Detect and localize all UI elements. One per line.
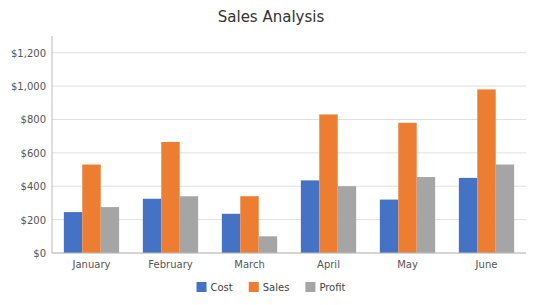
legend-swatch	[249, 282, 259, 292]
bar	[259, 236, 277, 253]
x-tick-label: March	[234, 259, 264, 270]
y-tick-label: $200	[21, 215, 46, 226]
bar	[496, 165, 514, 253]
y-tick-label: $1,200	[11, 48, 46, 59]
grid-line	[52, 219, 526, 220]
bar	[417, 177, 435, 253]
y-tick-label: $0	[33, 248, 46, 259]
y-tick-label: $1,000	[11, 81, 46, 92]
grid-line	[52, 86, 526, 87]
bar	[319, 114, 337, 253]
x-tick-label: June	[475, 259, 498, 270]
y-tick-label: $600	[21, 148, 46, 159]
y-tick-label: $400	[21, 181, 46, 192]
bar	[477, 89, 495, 253]
bars	[64, 89, 514, 253]
legend-swatch	[197, 282, 207, 292]
legend-label: Cost	[211, 282, 233, 293]
bar	[459, 178, 477, 253]
bar	[338, 186, 356, 253]
grid-line	[52, 52, 526, 53]
bar	[161, 142, 179, 253]
legend-label: Profit	[319, 282, 345, 293]
title: Sales Analysis	[218, 8, 325, 26]
grid-line	[52, 119, 526, 120]
legend-swatch	[305, 282, 315, 292]
y-axis-line	[52, 36, 53, 253]
bar	[380, 200, 398, 253]
x-tick-label: May	[397, 259, 418, 270]
grid-line	[52, 152, 526, 153]
bar	[301, 180, 319, 253]
bar	[64, 212, 82, 253]
bar	[82, 165, 100, 253]
chart: Sales Analysis $0 $200 $400 $600 $800 $1,000 $1…	[0, 0, 542, 305]
x-tick-label: January	[72, 259, 111, 270]
y-tick-label: $800	[21, 114, 46, 125]
bar	[143, 199, 161, 253]
legend-label: Sales	[263, 282, 290, 293]
bar	[222, 214, 240, 253]
bar	[398, 123, 416, 253]
bar	[180, 196, 198, 253]
grid-line	[52, 186, 526, 187]
bar	[101, 207, 119, 253]
x-tick-label: April	[317, 259, 340, 270]
legend: Cost Sales Profit	[197, 282, 346, 293]
x-tick-label: February	[148, 259, 192, 270]
grid-line	[52, 253, 526, 254]
x-axis-line	[52, 253, 526, 254]
bar	[240, 196, 258, 253]
